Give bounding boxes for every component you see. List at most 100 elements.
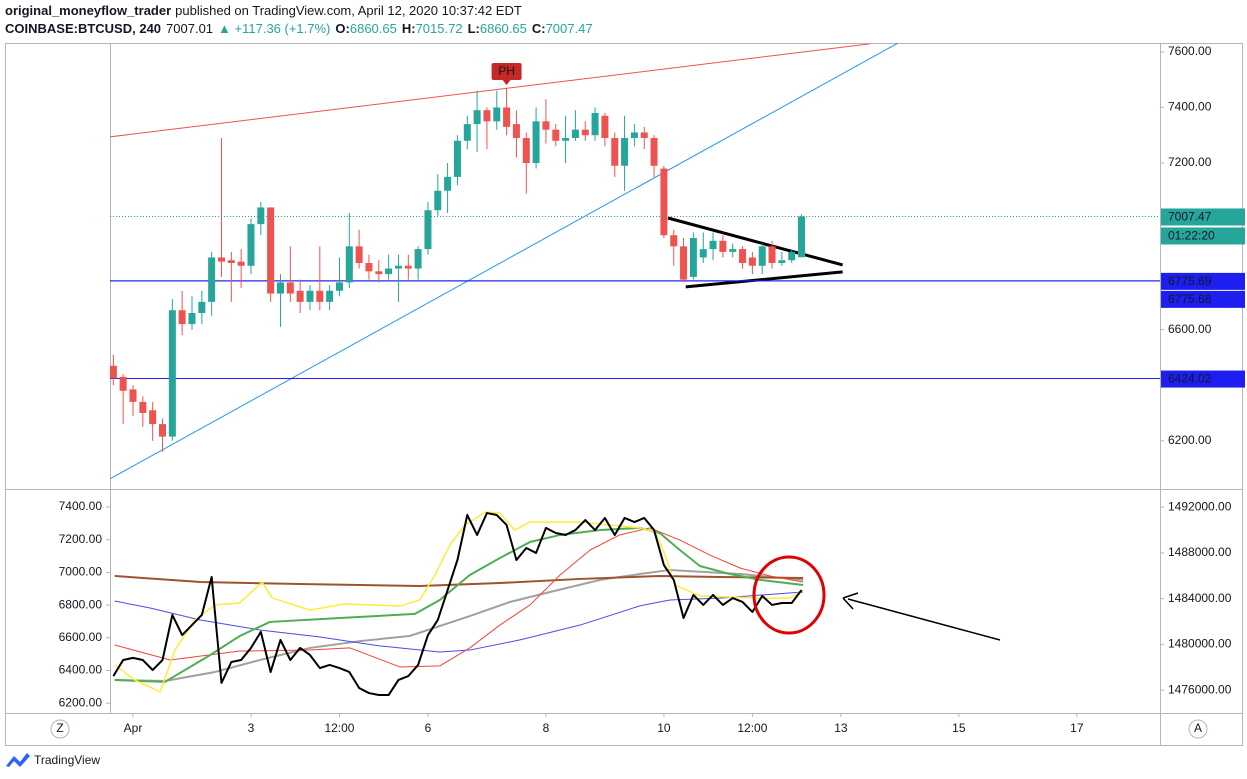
- candle-body: [217, 257, 225, 262]
- candle-body: [434, 190, 442, 211]
- candle-body: [552, 129, 560, 141]
- y2-tick-label: 1476000.00: [1168, 682, 1232, 696]
- countdown-box: [1161, 227, 1245, 245]
- candle-body: [404, 265, 412, 269]
- candle-body: [503, 107, 511, 127]
- price-label: 6424.02: [1168, 372, 1212, 386]
- candle-body: [375, 271, 383, 275]
- candle-body: [110, 365, 117, 379]
- candle-body: [483, 110, 491, 122]
- x-tick-label: 17: [1070, 721, 1084, 735]
- candle-body: [748, 257, 756, 266]
- candle-body: [650, 138, 658, 166]
- ohlc-value: 6860.65: [480, 21, 527, 36]
- z-button[interactable]: [50, 719, 70, 739]
- candle-body: [139, 401, 147, 413]
- candle-body: [178, 310, 186, 325]
- brand: TradingView: [34, 753, 100, 767]
- ohlc-label: L:: [468, 21, 480, 36]
- y-tick-label: 6200.00: [59, 695, 103, 709]
- candle-body: [168, 310, 176, 437]
- x-tick-label: 15: [952, 721, 966, 735]
- indicator-pane: [112, 511, 804, 697]
- a-button[interactable]: [1188, 719, 1208, 739]
- indicator-line: [114, 511, 804, 693]
- candle-body: [335, 282, 343, 291]
- trendline: [667, 216, 844, 267]
- candle-body: [365, 263, 373, 272]
- indicator-line: [114, 568, 804, 682]
- candle-body: [699, 249, 707, 258]
- candle-body: [208, 257, 216, 302]
- candle-body: [670, 235, 678, 247]
- trendline: [685, 270, 843, 289]
- y-tick-label: 7200.00: [1168, 155, 1212, 169]
- candle-body: [286, 282, 294, 294]
- trendline: [110, 43, 899, 480]
- candle-body: [640, 132, 648, 138]
- x-tick-label: 6: [425, 721, 432, 735]
- candle-body: [680, 246, 688, 280]
- annotation-box: [491, 63, 522, 80]
- candle-body: [267, 207, 275, 294]
- candle-body: [355, 246, 363, 263]
- candle-body: [247, 224, 255, 266]
- candle-body: [660, 168, 668, 236]
- candle-body: [237, 261, 245, 266]
- countdown: 01:22:20: [1168, 229, 1215, 243]
- candle-body: [611, 138, 619, 166]
- last-price-box: [1161, 208, 1245, 226]
- y-tick-label: 7400.00: [1168, 100, 1212, 114]
- candle-body: [522, 138, 530, 163]
- y2-tick-label: 1484000.00: [1168, 591, 1232, 605]
- candle-body: [444, 176, 452, 191]
- ohlc-value: 7015.72: [416, 21, 463, 36]
- candle-body: [316, 290, 324, 302]
- ohlc-label: H:: [402, 21, 416, 36]
- candle-body: [385, 268, 393, 275]
- y-tick-label: 7000.00: [59, 565, 103, 579]
- candle-body: [119, 376, 127, 391]
- candle-body: [345, 246, 353, 283]
- candle-body: [601, 115, 609, 138]
- candle-body: [532, 121, 540, 163]
- author: original_moneyflow_trader: [5, 3, 171, 18]
- last-price-label: 7007.47: [1168, 210, 1212, 224]
- last-price: 7007.01: [166, 21, 213, 36]
- x-tick-label: 12:00: [324, 721, 354, 735]
- x-tick-label: 12:00: [737, 721, 767, 735]
- published: published on TradingView.com, April 12, …: [175, 3, 522, 18]
- brand-logo: [6, 753, 30, 767]
- candle-body: [463, 124, 471, 141]
- candle-body: [798, 216, 806, 258]
- x-tick-label: 3: [248, 721, 255, 735]
- candle-body: [621, 138, 629, 166]
- candle-body: [424, 210, 432, 250]
- price-label: 6775.69: [1168, 274, 1212, 288]
- candle-body: [689, 238, 697, 277]
- ohlc-value: 6860.65: [350, 21, 397, 36]
- candle-body: [473, 110, 481, 125]
- candle-body: [198, 301, 206, 313]
- y2-tick-label: 1488000.00: [1168, 545, 1232, 559]
- candle-body: [739, 249, 747, 263]
- price-label-box: [1161, 370, 1245, 388]
- header-line-1: original_moneyflow_trader published on Tr…: [5, 3, 522, 18]
- candle-body: [542, 121, 550, 130]
- z-label[interactable]: Z: [56, 721, 63, 735]
- candle-body: [296, 290, 304, 302]
- y-tick-label: 6600.00: [1168, 322, 1212, 336]
- price-label-box: [1161, 290, 1245, 308]
- a-label[interactable]: A: [1194, 721, 1202, 735]
- candle-body: [276, 282, 284, 294]
- indicator-line: [114, 591, 804, 653]
- arrow-line: [847, 598, 1001, 641]
- candle-body: [257, 207, 265, 225]
- candle-body: [306, 290, 314, 302]
- candle-body: [414, 249, 422, 269]
- arrow-head: [842, 592, 859, 610]
- trendline: [110, 43, 870, 138]
- candle-body: [493, 107, 501, 122]
- candle-body: [709, 240, 717, 250]
